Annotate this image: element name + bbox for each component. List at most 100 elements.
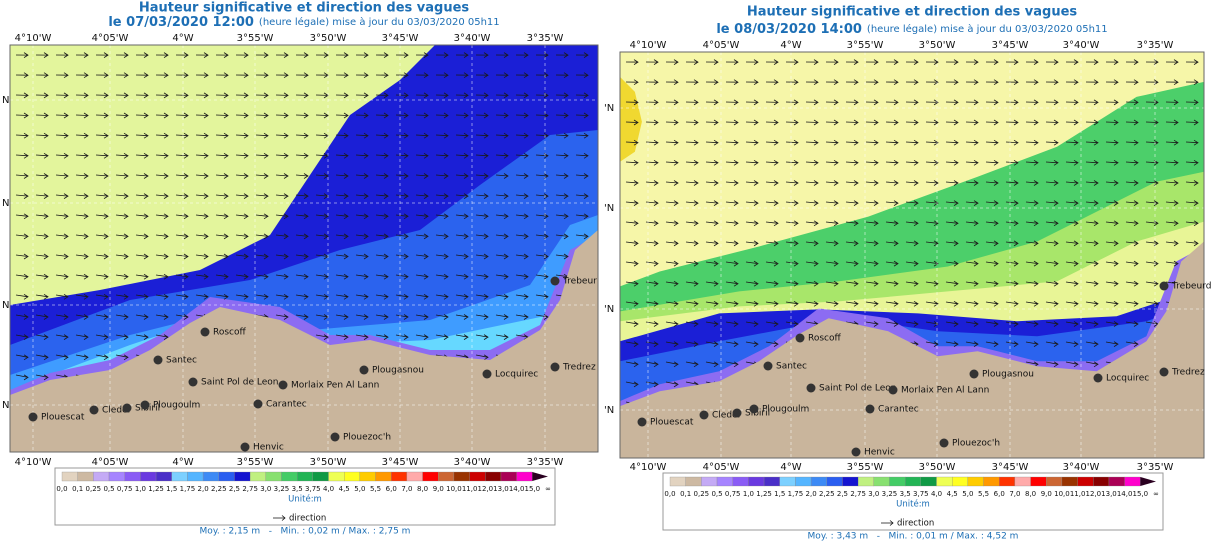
legend-swatch [312, 471, 329, 482]
place-marker [806, 383, 816, 393]
legend-label: 2,5 [229, 485, 240, 493]
lon-label-bottom: 4°05'W [703, 462, 740, 473]
legend-label: 2,0 [806, 490, 817, 498]
legend-label: ∞ [1153, 490, 1159, 498]
lon-label-top: 4°W [172, 33, 193, 44]
legend-swatch [438, 471, 455, 482]
lon-label-bottom: 4°10'W [15, 457, 52, 468]
legend-swatch [873, 476, 890, 487]
lon-label-bottom: 3°50'W [919, 462, 956, 473]
lon-label-top: 3°40'W [454, 33, 491, 44]
map-area [620, 52, 1204, 458]
place-marker [795, 333, 805, 343]
legend-swatch [732, 476, 749, 487]
legend-swatch [936, 476, 953, 487]
place-marker [865, 404, 875, 414]
legend-label: 0,25 [694, 490, 710, 498]
legend-swatch [1014, 476, 1031, 487]
place-name: Henvic [864, 448, 895, 458]
place-name: Saint Pol de Leon [201, 378, 279, 388]
legend-label: 15,0 [525, 485, 541, 493]
legend-swatch [234, 471, 251, 482]
place-name: Santec [776, 362, 807, 372]
legend-label: 0,5 [711, 490, 722, 498]
map-subtitle: le 08/03/2020 14:00 (heure légale) mise à… [716, 22, 1107, 37]
legend-swatch [779, 476, 796, 487]
legend-label: 14,0 [509, 485, 525, 493]
place-marker [240, 442, 250, 452]
place-marker [200, 327, 210, 337]
legend-label: 3,75 [305, 485, 321, 493]
legend-swatch [469, 471, 486, 482]
legend-label: 12,0 [477, 485, 493, 493]
legend-label: ∞ [545, 485, 551, 493]
legend-label: 7,0 [1009, 490, 1020, 498]
legend-arrow [1140, 477, 1156, 486]
place-name: Plougasnou [982, 370, 1034, 380]
map-area [10, 45, 598, 452]
place-name: Plouescat [650, 418, 694, 428]
legend-swatch [485, 471, 502, 482]
direction-label: direction [289, 514, 326, 524]
legend-label: 13,0 [1101, 490, 1117, 498]
legend-swatch [281, 471, 298, 482]
legend-swatch [422, 471, 439, 482]
place-name: Roscoff [213, 328, 246, 338]
legend-swatch [842, 476, 859, 487]
legend-label: 3,5 [292, 485, 303, 493]
place-marker [763, 361, 773, 371]
legend-label: 10,0 [1054, 490, 1070, 498]
legend-swatch [1030, 476, 1047, 487]
legend-swatch [391, 471, 408, 482]
lon-label-top: 3°50'W [919, 40, 956, 51]
legend-label: 1,25 [756, 490, 772, 498]
place-name: Carantec [878, 405, 919, 415]
legend-swatch [983, 476, 1000, 487]
legend-swatch [375, 471, 392, 482]
legend-label: 3,25 [882, 490, 898, 498]
lon-label-bottom: 3°45'W [382, 457, 419, 468]
place-marker [482, 369, 492, 379]
place-name: Sibiril [745, 409, 770, 419]
legend-swatch [810, 476, 827, 487]
legend-label: 4,0 [931, 490, 942, 498]
place-name: Trebeur [562, 277, 597, 287]
place-name: Morlaix Pen Al Lann [291, 381, 379, 391]
forecast-panel: Hauteur significative et direction des v… [2, 1, 599, 537]
wave-stats: Moy. : 2,15 m - Min. : 0,02 m / Max. : 2… [200, 527, 411, 537]
place-marker [253, 399, 263, 409]
lon-label-bottom: 3°40'W [1063, 462, 1100, 473]
legend-swatch [889, 476, 906, 487]
legend-label: 10,0 [446, 485, 462, 493]
land [10, 230, 598, 452]
place-marker [732, 408, 742, 418]
lon-label-top: 4°W [780, 40, 801, 51]
place-marker [939, 438, 949, 448]
legend-label: 2,25 [819, 490, 835, 498]
legend-swatch [1124, 476, 1141, 487]
lon-label-top: 3°45'W [382, 33, 419, 44]
place-name: Henvic [253, 443, 284, 453]
lon-label-bottom: 4°05'W [92, 457, 129, 468]
legend-label: 11,0 [462, 485, 478, 493]
legend-swatch [61, 471, 78, 482]
legend-label: 4,5 [339, 485, 350, 493]
legend-unit: Unité:m [288, 494, 322, 505]
place-marker [278, 380, 288, 390]
legend-swatch [1108, 476, 1125, 487]
lat-label: 'N [604, 405, 614, 416]
legend-swatch [795, 476, 812, 487]
legend-label: 0,0 [56, 485, 67, 493]
map-subtitle: le 07/03/2020 12:00 (heure légale) mise à… [108, 15, 499, 30]
place-marker [140, 400, 150, 410]
legend-label: 3,75 [913, 490, 929, 498]
legend-swatch [999, 476, 1016, 487]
lat-label: N [2, 300, 9, 311]
legend-arrow [532, 472, 548, 481]
legend-label: 1,5 [166, 485, 177, 493]
legend-swatch [1061, 476, 1078, 487]
legend-swatch [516, 471, 533, 482]
legend-label: 1,75 [180, 485, 196, 493]
legend-label: 2,0 [198, 485, 209, 493]
legend-swatch [328, 471, 345, 482]
